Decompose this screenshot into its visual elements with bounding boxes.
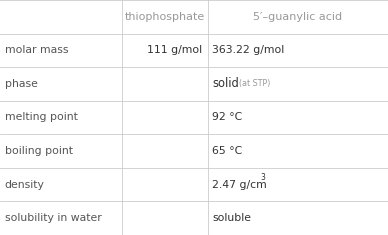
Text: phase: phase [5,79,38,89]
Text: 65 °C: 65 °C [212,146,242,156]
Text: 5′–guanylic acid: 5′–guanylic acid [253,12,342,22]
Text: 2.47 g/cm: 2.47 g/cm [212,180,267,190]
Text: molar mass: molar mass [5,45,68,55]
Text: 363.22 g/mol: 363.22 g/mol [212,45,284,55]
Text: solid: solid [212,77,239,90]
Text: soluble: soluble [212,213,251,223]
Text: melting point: melting point [5,113,78,122]
Text: (at STP): (at STP) [239,79,270,88]
Text: 111 g/mol: 111 g/mol [147,45,202,55]
Text: boiling point: boiling point [5,146,73,156]
Text: thiophosphate: thiophosphate [125,12,205,22]
Text: density: density [5,180,45,190]
Text: 92 °C: 92 °C [212,113,242,122]
Text: solubility in water: solubility in water [5,213,101,223]
Text: 3: 3 [261,173,266,182]
